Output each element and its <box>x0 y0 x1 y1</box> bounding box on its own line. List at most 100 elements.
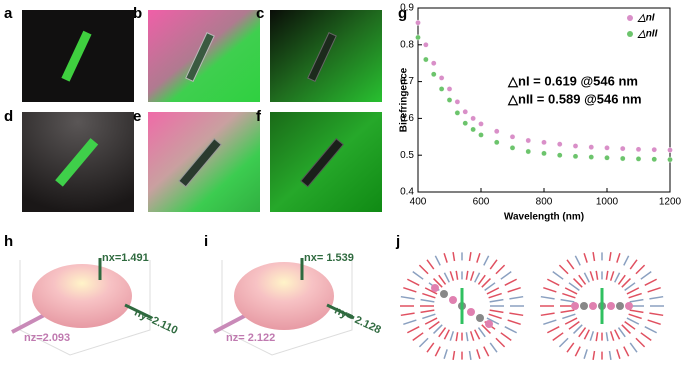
data-point <box>509 133 516 140</box>
field-vector <box>574 255 581 266</box>
field-vector <box>495 264 506 275</box>
field-vector <box>474 272 481 283</box>
ellipsoid-h <box>11 258 153 356</box>
atom <box>616 302 624 310</box>
field-vector <box>481 324 491 334</box>
ellipsoid <box>234 262 334 330</box>
field-vector <box>434 346 441 357</box>
field-vector <box>568 321 580 330</box>
panels-a-f <box>22 10 382 212</box>
data-point <box>438 75 445 81</box>
field-vector <box>543 319 557 326</box>
field-vector <box>406 326 420 334</box>
field-vector <box>578 327 587 338</box>
data-point <box>619 155 626 162</box>
panel-label: a <box>4 5 13 22</box>
ellipsoid-i <box>213 258 355 356</box>
field-vector <box>443 272 450 283</box>
field-vector <box>647 319 661 326</box>
panel-label: g <box>398 5 407 22</box>
field-vector <box>621 324 631 334</box>
field-vector <box>477 274 486 285</box>
field-vector <box>474 329 481 340</box>
field-vector <box>443 329 450 340</box>
field-vector <box>455 332 459 342</box>
data-point <box>478 132 484 138</box>
field-vector <box>452 252 456 262</box>
field-vector <box>481 278 491 288</box>
crystal <box>61 30 92 82</box>
arrow <box>124 303 153 320</box>
field-vector <box>583 272 590 283</box>
field-vector <box>433 278 443 288</box>
data-point <box>470 126 476 133</box>
field-vector <box>426 342 435 353</box>
field-vector <box>443 253 448 263</box>
x-tick-label: 400 <box>410 197 427 208</box>
atom <box>431 284 439 292</box>
field-vector <box>406 278 420 286</box>
data-point <box>493 128 500 135</box>
field-vector <box>635 264 646 275</box>
panel-j <box>400 252 664 360</box>
data-point <box>635 156 642 162</box>
field-vector <box>621 278 631 288</box>
field-vector <box>640 271 652 280</box>
atom <box>449 296 457 304</box>
box <box>19 260 151 356</box>
legend-label: △nII <box>637 29 658 40</box>
data-point <box>604 154 610 161</box>
y-tick-label: 0.6 <box>400 113 414 124</box>
panel-label: f <box>256 108 262 125</box>
panel-label: c <box>256 5 264 22</box>
field-vector <box>412 271 424 280</box>
field-vector <box>500 332 512 341</box>
field-vector <box>486 317 500 325</box>
field-vector <box>469 331 475 341</box>
field-vector <box>562 292 576 299</box>
crystal <box>300 138 344 188</box>
field-vector <box>443 349 448 359</box>
field-vector <box>647 286 661 293</box>
field-vector <box>558 337 569 348</box>
field-vector <box>469 271 475 281</box>
field-vector <box>564 287 578 295</box>
nx-label: nx=1.491 <box>102 252 149 264</box>
y-tick-label: 0.5 <box>400 150 414 161</box>
field-vector <box>509 295 524 300</box>
data-point <box>438 86 445 92</box>
field-vector <box>605 332 609 342</box>
x-tick-label: 1200 <box>659 197 682 208</box>
data-point <box>415 34 421 41</box>
field-vector <box>438 274 447 285</box>
ellipsoids: nx=1.491 ny=2.110 nz=2.093 nx= 1.539 ny=… <box>11 252 383 356</box>
field-vector <box>543 286 557 293</box>
field-vector <box>635 337 646 348</box>
field-vector <box>608 252 612 262</box>
field-vector <box>420 298 435 303</box>
legend-marker <box>627 31 633 37</box>
data-point <box>541 139 547 146</box>
field-vector <box>560 309 575 314</box>
field-vector <box>424 287 438 295</box>
field-vector <box>629 309 644 314</box>
field-vector <box>614 329 621 340</box>
field-vector <box>500 271 512 280</box>
field-vector <box>609 331 615 341</box>
crystal <box>178 138 222 188</box>
data-point <box>462 108 469 115</box>
field-vector <box>605 270 609 280</box>
field-vector <box>573 324 583 334</box>
field-vector <box>476 253 481 263</box>
field-vector <box>552 332 564 341</box>
field-vector <box>614 272 621 283</box>
y-tick-label: 0.8 <box>400 39 414 50</box>
nz-label: nz= 2.122 <box>226 332 275 344</box>
field-vector <box>489 342 498 353</box>
field-vector <box>488 292 502 299</box>
field-vector <box>629 342 638 353</box>
data-point <box>667 147 673 153</box>
field-vector <box>623 255 630 266</box>
data-point <box>667 156 673 163</box>
field-vector <box>558 264 569 275</box>
